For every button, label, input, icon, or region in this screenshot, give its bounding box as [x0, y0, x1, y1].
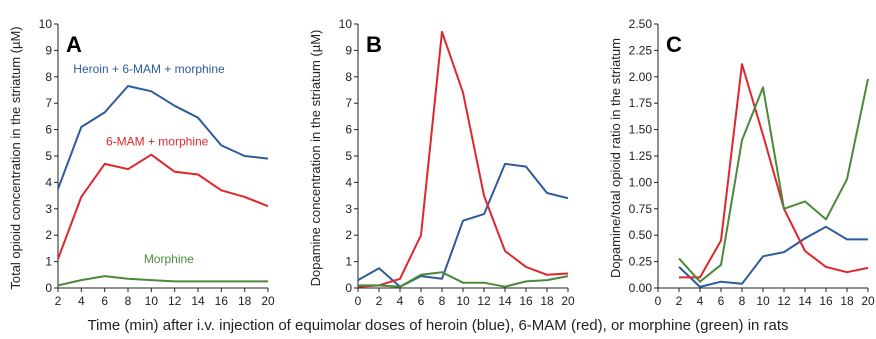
y-tick-label: 2.50: [629, 17, 653, 31]
x-tick-label: 20: [261, 294, 275, 308]
y-tick-label: 0: [45, 281, 52, 295]
x-tick-label: 14: [498, 294, 512, 308]
y-tick-label: 0.00: [629, 281, 653, 295]
x-tick-label: 4: [697, 294, 704, 308]
y-tick-label: 1.50: [629, 123, 653, 137]
x-tick-label: 12: [168, 294, 182, 308]
series-line: [679, 63, 869, 279]
panel-label: B: [366, 32, 382, 57]
y-tick-label: 5: [45, 149, 52, 163]
y-tick-label: 2: [45, 228, 52, 242]
y-tick-label: 2.00: [629, 70, 653, 84]
x-tick-label: 8: [125, 294, 132, 308]
series-label: Heroin + 6-MAM + morphine: [73, 62, 225, 76]
panel-label: C: [666, 32, 682, 57]
x-tick-label: 18: [840, 294, 854, 308]
y-tick-label: 1: [45, 255, 52, 269]
x-tick-label: 4: [78, 294, 85, 308]
y-axis-label: Total opioid concentration in the striat…: [8, 26, 23, 289]
x-tick-label: 2: [676, 294, 683, 308]
y-tick-label: 8: [45, 70, 52, 84]
x-tick-label: 2: [376, 294, 383, 308]
series-line: [678, 225, 868, 288]
x-tick-label: 14: [191, 294, 205, 308]
y-tick-label: 10: [339, 17, 353, 31]
x-tick-label: 10: [756, 294, 770, 308]
x-tick-label: 6: [101, 294, 108, 308]
x-tick-label: 2: [55, 294, 62, 308]
y-tick-label: 0.75: [629, 202, 653, 216]
y-tick-label: 8: [345, 70, 352, 84]
x-tick-label: 0: [655, 294, 662, 308]
y-tick-label: 2.25: [629, 43, 653, 57]
x-tick-label: 12: [777, 294, 791, 308]
y-tick-label: 1.25: [629, 149, 653, 163]
x-tick-label: 6: [718, 294, 725, 308]
y-tick-label: 6: [345, 123, 352, 137]
series-line: [57, 153, 269, 260]
y-tick-label: 3: [45, 202, 52, 216]
y-tick-label: 0.25: [629, 255, 653, 269]
y-tick-label: 2: [345, 228, 352, 242]
y-tick-label: 0.50: [629, 228, 653, 242]
x-tick-label: 4: [397, 294, 404, 308]
y-tick-label: 7: [345, 96, 352, 110]
x-tick-label: 8: [439, 294, 446, 308]
x-tick-label: 8: [739, 294, 746, 308]
y-tick-label: 1.00: [629, 175, 653, 189]
x-tick-label: 10: [145, 294, 159, 308]
x-tick-label: 20: [561, 294, 575, 308]
x-tick-label: 18: [238, 294, 252, 308]
series-line: [357, 30, 569, 288]
x-tick-label: 16: [519, 294, 533, 308]
x-tick-label: 0: [355, 294, 362, 308]
y-tick-label: 1.75: [629, 96, 653, 110]
x-tick-label: 18: [540, 294, 554, 308]
y-axis-label: Dopamine/total opioid ratio in the stria…: [608, 38, 623, 278]
y-tick-label: 9: [345, 43, 352, 57]
figure-x-axis-label: Time (min) after i.v. injection of equim…: [87, 317, 789, 334]
series-label: Morphine: [144, 252, 194, 266]
y-tick-label: 4: [45, 175, 52, 189]
x-tick-label: 16: [215, 294, 229, 308]
x-tick-label: 12: [477, 294, 491, 308]
y-tick-label: 3: [345, 202, 352, 216]
x-tick-label: 6: [418, 294, 425, 308]
y-tick-label: 0: [345, 281, 352, 295]
chart-panel-c: 0.00 0.25 0.50 0.75 1.00 1.25 1.50 1.75 2.00 2.25…: [608, 17, 875, 308]
x-tick-label: 20: [861, 294, 875, 308]
series-label: 6-MAM + morphine: [106, 134, 209, 148]
series-line: [57, 85, 269, 190]
x-tick-label: 16: [819, 294, 833, 308]
y-tick-label: 6: [45, 123, 52, 137]
series-line: [358, 271, 569, 288]
y-tick-label: 10: [39, 17, 53, 31]
panel-label: A: [66, 32, 82, 57]
series-line: [678, 78, 869, 283]
series-line: [57, 275, 268, 287]
y-tick-label: 7: [45, 96, 52, 110]
y-tick-label: 9: [45, 43, 52, 57]
y-axis-label: Dopamine concentration in the striatum (…: [308, 30, 323, 287]
y-tick-label: 1: [345, 255, 352, 269]
y-tick-label: 5: [345, 149, 352, 163]
x-tick-label: 14: [798, 294, 812, 308]
series-line: [357, 162, 569, 288]
y-tick-label: 4: [345, 175, 352, 189]
x-tick-label: 10: [456, 294, 470, 308]
